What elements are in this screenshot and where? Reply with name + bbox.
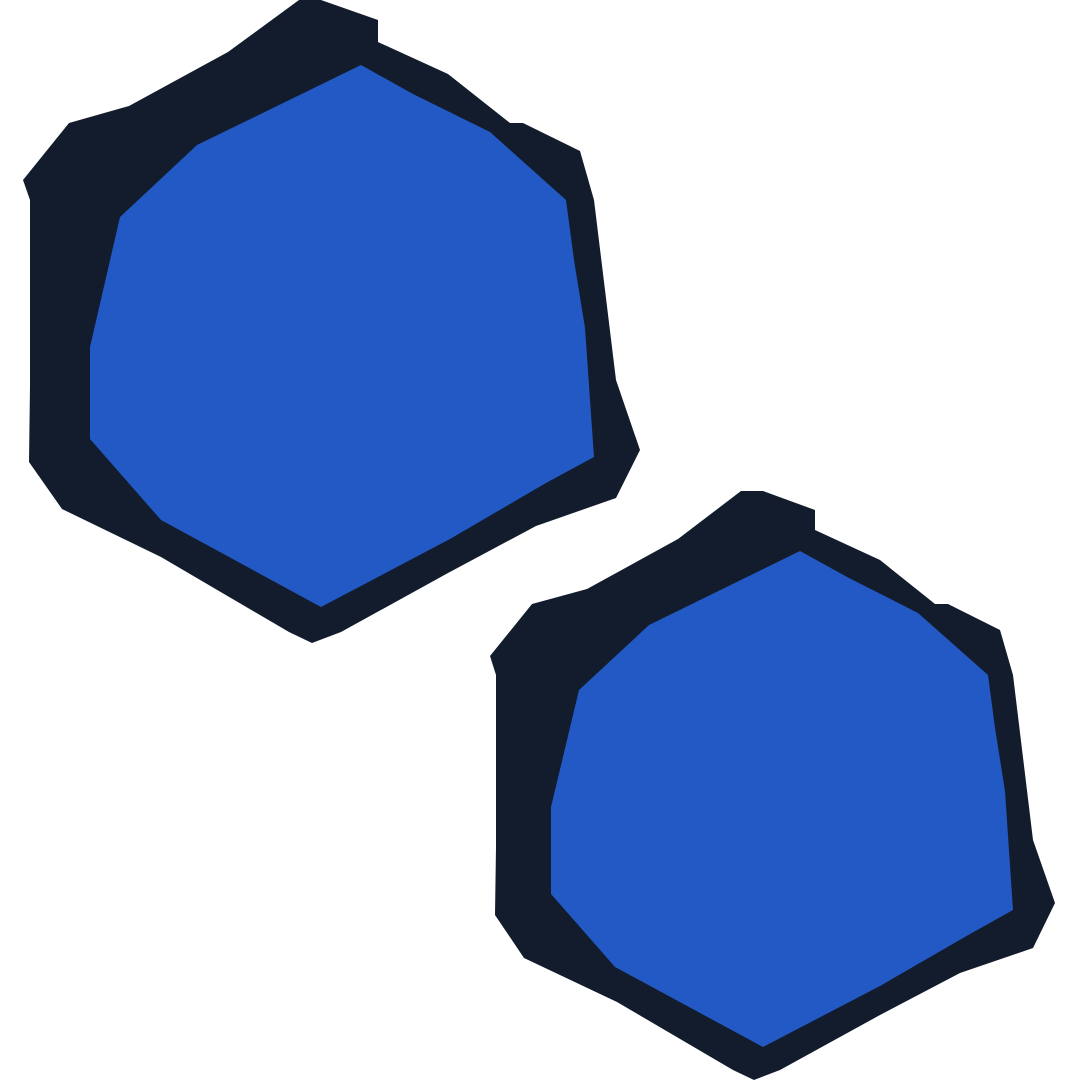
hexagon-fill: [90, 65, 594, 607]
hexagon-shape-bottom-right: [490, 491, 1055, 1080]
hexagon-shape-top-left: [23, 0, 640, 643]
hexagon-fill: [551, 551, 1013, 1047]
